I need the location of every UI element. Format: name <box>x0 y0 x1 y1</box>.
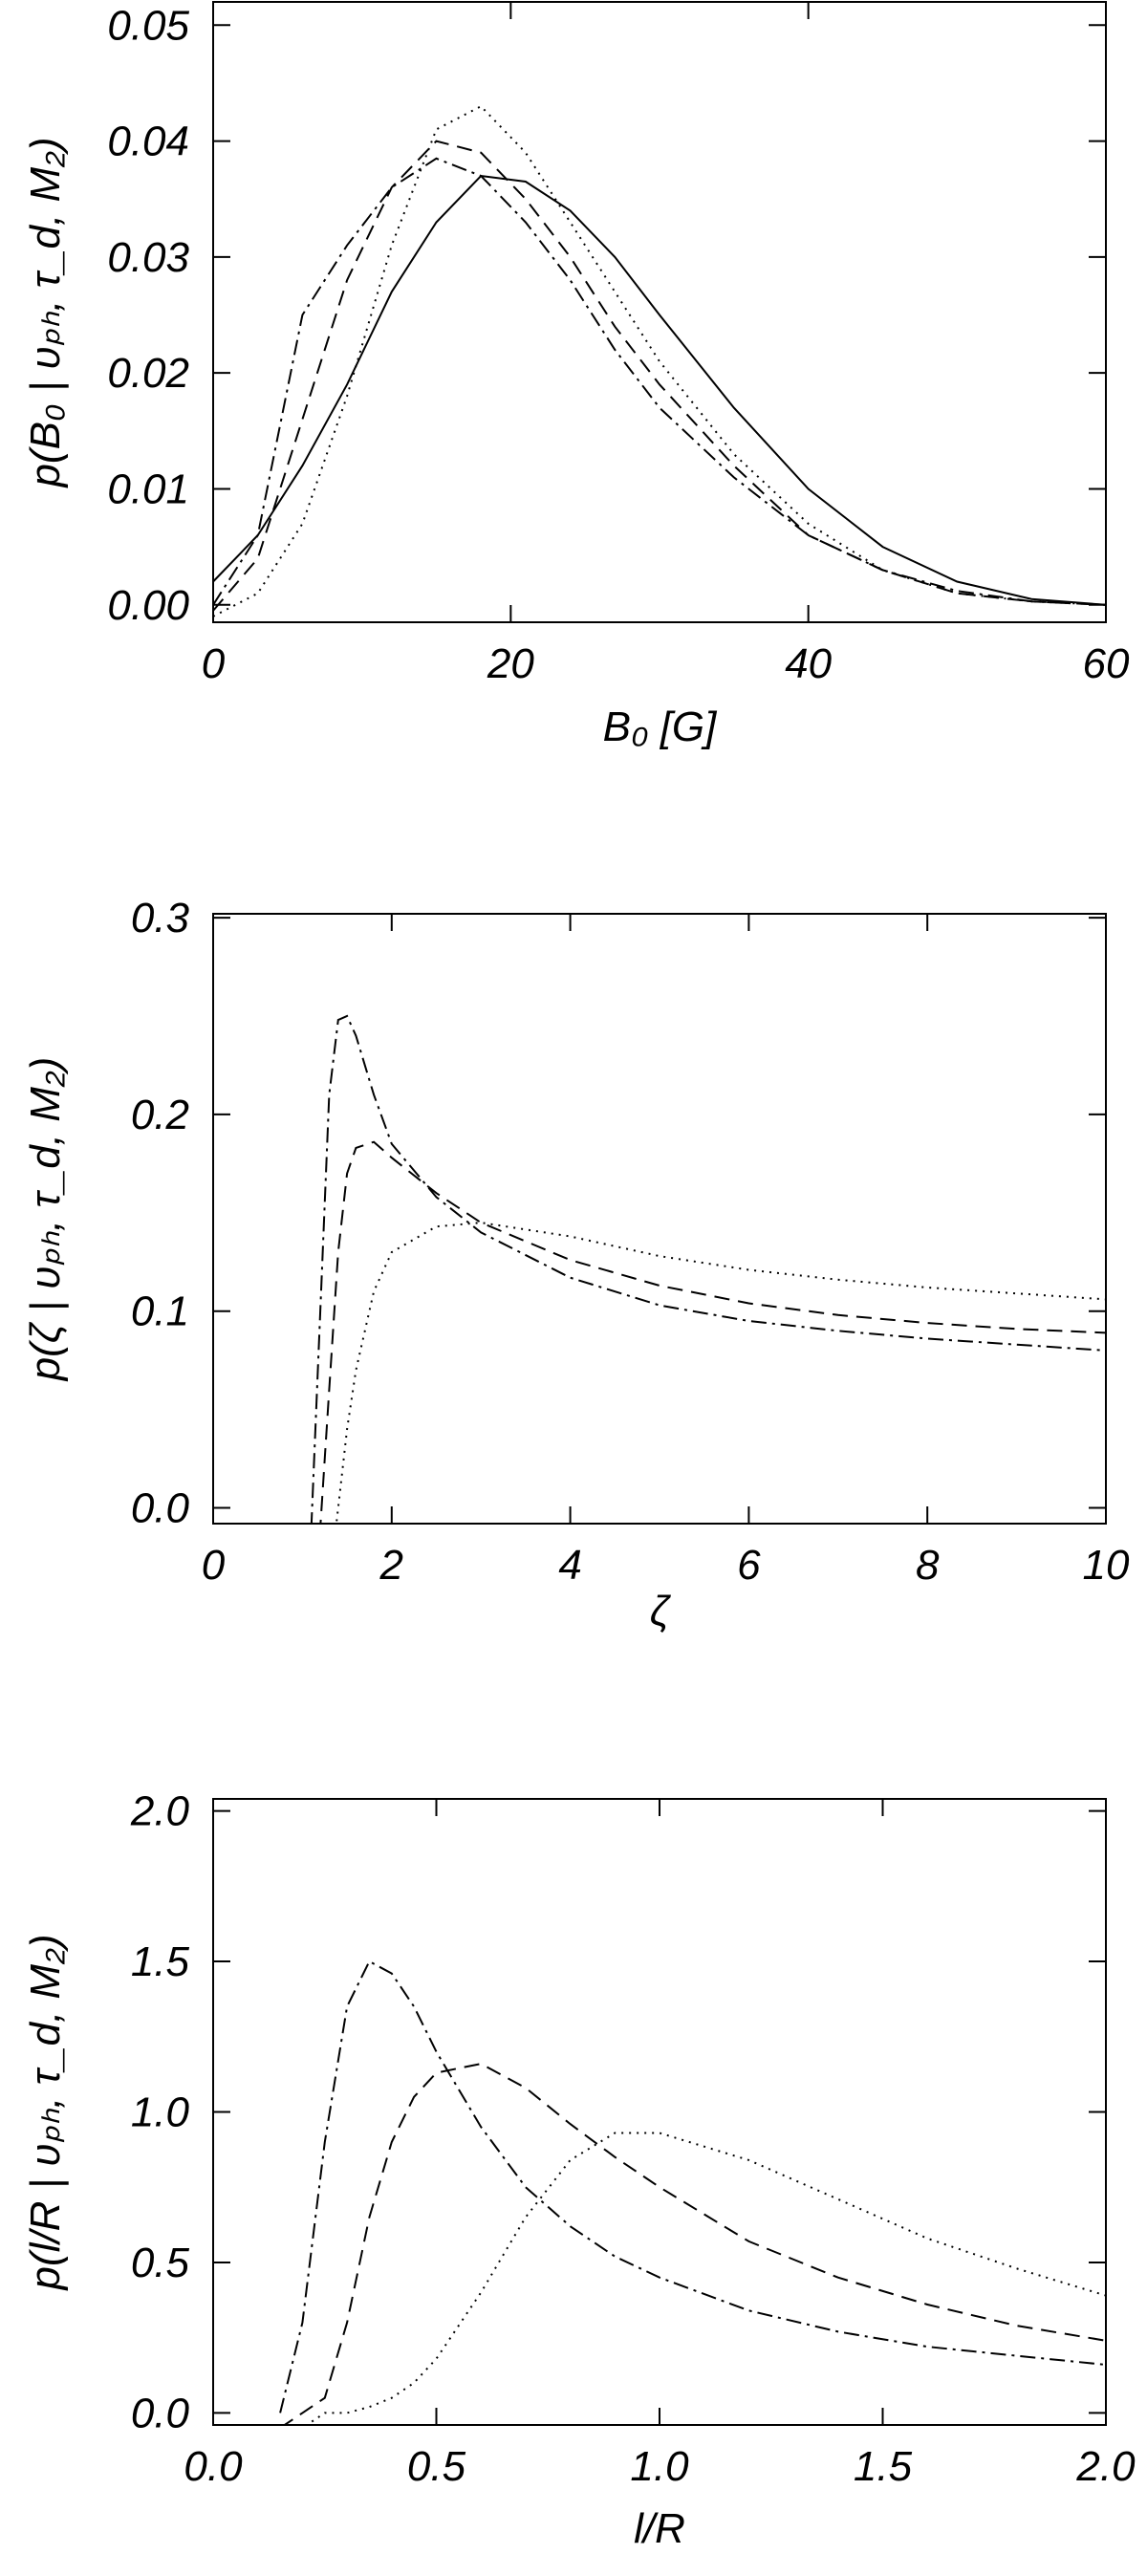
plot-frame <box>212 913 1107 1525</box>
y-tick-label: 0.01 <box>107 465 189 512</box>
y-tick-label: 0.04 <box>107 119 189 165</box>
curve <box>213 140 1106 612</box>
x-axis-label: l/R <box>634 2505 685 2552</box>
y-axis-label: p(ζ | υₚₕ, τ_d, M₂) <box>22 1057 69 1383</box>
y-tick-label: 0.1 <box>131 1288 189 1335</box>
curve <box>213 174 1106 606</box>
plot-frame <box>212 1 1107 623</box>
x-axis-label: B₀ [G] <box>603 704 719 750</box>
y-tick-label: 1.0 <box>131 2089 190 2136</box>
panel: 0 2 4 6 8 10 0.0 0.1 0.2 0.3 ζ p(ζ | υₚₕ, τ_d, M₂) <box>22 895 1130 1634</box>
x-tick-label: 4 <box>558 1542 581 1589</box>
x-tick-label: 0 <box>202 640 226 687</box>
x-tick-label: 60 <box>1083 640 1130 687</box>
x-tick-label: 0.0 <box>184 2443 243 2490</box>
y-tick-label: 0.00 <box>107 582 189 629</box>
curve <box>305 2132 1106 2425</box>
curve <box>335 1222 1106 1524</box>
x-tick-label: 10 <box>1083 1542 1130 1589</box>
x-tick-label: 0 <box>202 1542 226 1589</box>
curve <box>213 157 1106 606</box>
y-tick-label: 2.0 <box>130 1788 190 1835</box>
x-tick-label: 20 <box>487 640 534 687</box>
x-tick-label: 40 <box>785 640 832 687</box>
x-tick-label: 1.0 <box>630 2443 689 2490</box>
curve <box>282 2063 1106 2425</box>
curve <box>279 1959 1106 2414</box>
x-tick-label: 2 <box>379 1542 403 1589</box>
y-tick-label: 0.5 <box>131 2240 190 2286</box>
y-axis-label: p(B₀ | υₚₕ, τ_d, M₂) <box>22 137 69 488</box>
y-tick-label: 0.05 <box>107 2 189 49</box>
plot-frame <box>212 1798 1107 2426</box>
y-tick-label: 0.02 <box>107 350 189 397</box>
panel: 0.0 0.5 1.0 1.5 2.0 0.0 0.5 1.0 1.5 2.0 l/R p(l/R |… <box>22 1788 1136 2552</box>
curve <box>310 1014 1106 1524</box>
y-tick-label: 0.03 <box>107 234 189 281</box>
y-tick-label: 0.0 <box>131 1485 190 1532</box>
y-tick-label: 0.3 <box>131 895 190 942</box>
y-tick-label: 0.0 <box>131 2390 190 2436</box>
y-tick-label: 0.2 <box>131 1092 189 1138</box>
y-axis-label: p(l/R | υₚₕ, τ_d, M₂) <box>22 1935 69 2292</box>
curve <box>319 1140 1106 1524</box>
y-tick-label: 1.5 <box>131 1938 190 1985</box>
x-tick-label: 1.5 <box>854 2443 913 2490</box>
x-tick-label: 0.5 <box>407 2443 466 2490</box>
x-tick-label: 8 <box>916 1542 940 1589</box>
x-tick-label: 6 <box>737 1542 761 1589</box>
panel: 0 20 40 60 0.00 0.01 0.02 0.03 0.04 0.05 B₀ [G] p(B… <box>22 1 1130 750</box>
x-axis-label: ζ <box>650 1588 672 1634</box>
curve <box>213 104 1106 617</box>
x-tick-label: 2.0 <box>1075 2443 1136 2490</box>
